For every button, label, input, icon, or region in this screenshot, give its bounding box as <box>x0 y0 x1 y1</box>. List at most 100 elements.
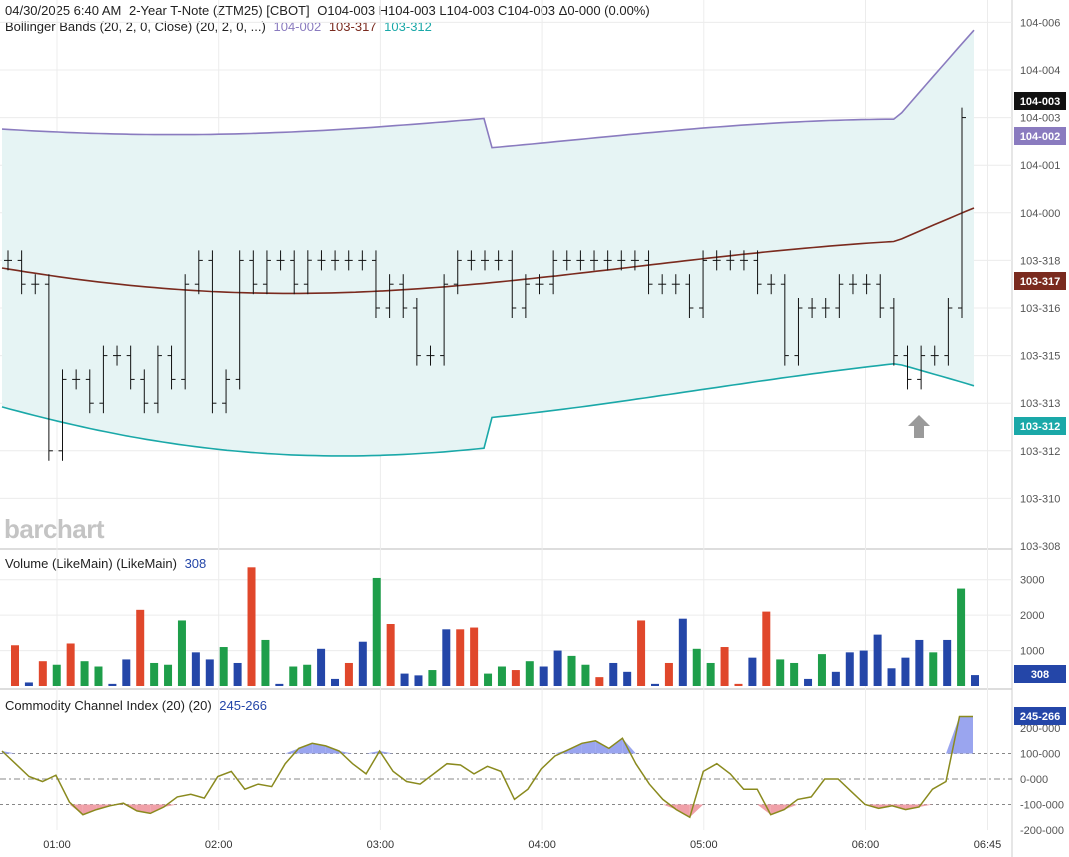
cci-overbought-fill <box>622 738 636 754</box>
band-lower-line <box>1 362 975 457</box>
volume-bar <box>66 643 75 686</box>
ohlc-bar <box>303 250 312 295</box>
ohlc-bar <box>848 274 857 295</box>
volume-bar <box>929 652 938 686</box>
volume-bar <box>678 618 687 686</box>
volume-bar <box>428 670 437 686</box>
cci-overbought-fill <box>581 740 596 754</box>
volume-bar <box>80 661 89 686</box>
volume-bar <box>567 655 576 686</box>
axis-labels: 01:00 02:00 03:00 04:00 05:00 06:00 06:45 103-3… <box>43 17 1064 851</box>
ohlc-bar <box>889 298 898 366</box>
cci-overbought-fill <box>339 750 353 754</box>
volume-bar <box>94 666 103 686</box>
ohlc-bar <box>903 345 912 390</box>
volume-bar <box>331 678 339 686</box>
header-symbol[interactable]: 2-Year T-Note (ZTM25) [CBOT] <box>129 3 310 18</box>
volume-bar <box>177 620 186 686</box>
volume-bar <box>456 629 465 686</box>
cci-tick-label: 200-000 <box>1020 723 1060 735</box>
ohlc-bar <box>153 345 162 414</box>
ohlc-bar <box>739 250 748 271</box>
volume-bar <box>470 627 479 686</box>
volume-bar <box>623 671 632 686</box>
ohlc-bar <box>671 274 680 295</box>
volume-bar <box>164 664 173 686</box>
cci-overbought-fill <box>2 750 16 754</box>
price-tick-label: 103-308 <box>1020 541 1060 553</box>
cci-value: 245-266 <box>219 698 267 713</box>
price-tick-label: 103-310 <box>1020 493 1060 505</box>
ohlc-bar <box>917 345 926 390</box>
cci-tick-label: -100-000 <box>1020 800 1064 812</box>
price-tick-label: 104-006 <box>1020 17 1060 29</box>
volume-bar <box>776 659 785 686</box>
volume-bar <box>122 659 131 686</box>
last-price-badge: 104-003 <box>1014 92 1066 110</box>
price-tick-label: 103-318 <box>1020 255 1060 267</box>
volume-tick-label: 2000 <box>1020 610 1044 622</box>
volume-bar <box>484 673 493 686</box>
volume-bar <box>247 567 256 686</box>
volume-tick-label: 3000 <box>1020 575 1044 587</box>
band-upper-line <box>1 29 975 149</box>
volume-bar <box>205 659 214 686</box>
volume-bar <box>150 662 159 686</box>
volume-badge-bg <box>1014 665 1066 683</box>
bb-lower-badge-bg <box>1014 417 1066 435</box>
cci-oversold-fill <box>69 804 83 815</box>
ohlc-bar <box>262 250 271 295</box>
volume-bar <box>609 662 618 686</box>
volume-bar <box>734 683 743 686</box>
bb-mid-badge-bg <box>1014 272 1066 290</box>
cci-oversold-fill <box>770 804 785 815</box>
volume-bars <box>11 567 979 686</box>
volume-bar <box>38 661 47 686</box>
cci-overbought-fill <box>946 716 960 754</box>
volume-bar <box>664 662 673 686</box>
volume-bar <box>400 673 409 686</box>
ohlc-bar <box>603 250 612 271</box>
ohlc-bar <box>794 298 803 366</box>
cci-tick-label: -200-000 <box>1020 825 1064 837</box>
volume-bar <box>873 634 882 686</box>
cci-tick-label: 0-000 <box>1020 774 1048 786</box>
cci-overbought-fill <box>568 743 582 754</box>
ohlc-bar <box>699 250 708 318</box>
volume-bar <box>303 664 312 686</box>
price-tick-label: 103-316 <box>1020 303 1060 315</box>
ohlc-bar <box>317 250 326 271</box>
ohlc-bar <box>630 250 639 271</box>
volume-bar <box>790 662 799 686</box>
ohlc-bar <box>113 345 122 366</box>
ohlc-bar <box>276 250 285 271</box>
time-tick-label: 06:45 <box>974 839 1002 851</box>
ohlc-bar <box>31 274 40 295</box>
time-tick-label: 06:00 <box>852 839 880 851</box>
volume-bar <box>414 675 423 686</box>
last-price-badge-bg <box>1014 92 1066 110</box>
volume-bar <box>219 647 228 686</box>
band-fill <box>2 30 974 456</box>
cci-badge-bg <box>1014 707 1066 725</box>
price-tick-label: 104-003 <box>1020 113 1060 125</box>
ohlc-bar <box>958 107 966 318</box>
bb-mid-badge-text: 103-317 <box>1020 276 1060 288</box>
volume-bar <box>442 629 451 686</box>
ohlc-bar <box>576 250 585 271</box>
price-badges: 104-003 104-002 103-317 103-312 308 245-266 <box>1014 92 1066 725</box>
ohlc-bar <box>399 274 408 318</box>
volume-bar <box>372 577 381 686</box>
volume-bar <box>943 639 952 686</box>
bb-upper-badge: 104-002 <box>1014 127 1066 145</box>
volume-study-label[interactable]: Volume (LikeMain) (LikeMain) <box>5 556 177 571</box>
cci-overbought-fill <box>379 750 394 754</box>
cci-overbought-fill <box>298 743 313 754</box>
bb-mid-badge: 103-317 <box>1014 272 1066 290</box>
time-tick-label: 04:00 <box>528 839 556 851</box>
volume-tick-label: 1000 <box>1020 646 1044 658</box>
cci-oversold-fill <box>919 804 933 808</box>
header-ohlc: O104-003 H104-003 L104-003 C104-003 Δ0-0… <box>317 3 650 18</box>
volume-bar <box>957 588 966 686</box>
